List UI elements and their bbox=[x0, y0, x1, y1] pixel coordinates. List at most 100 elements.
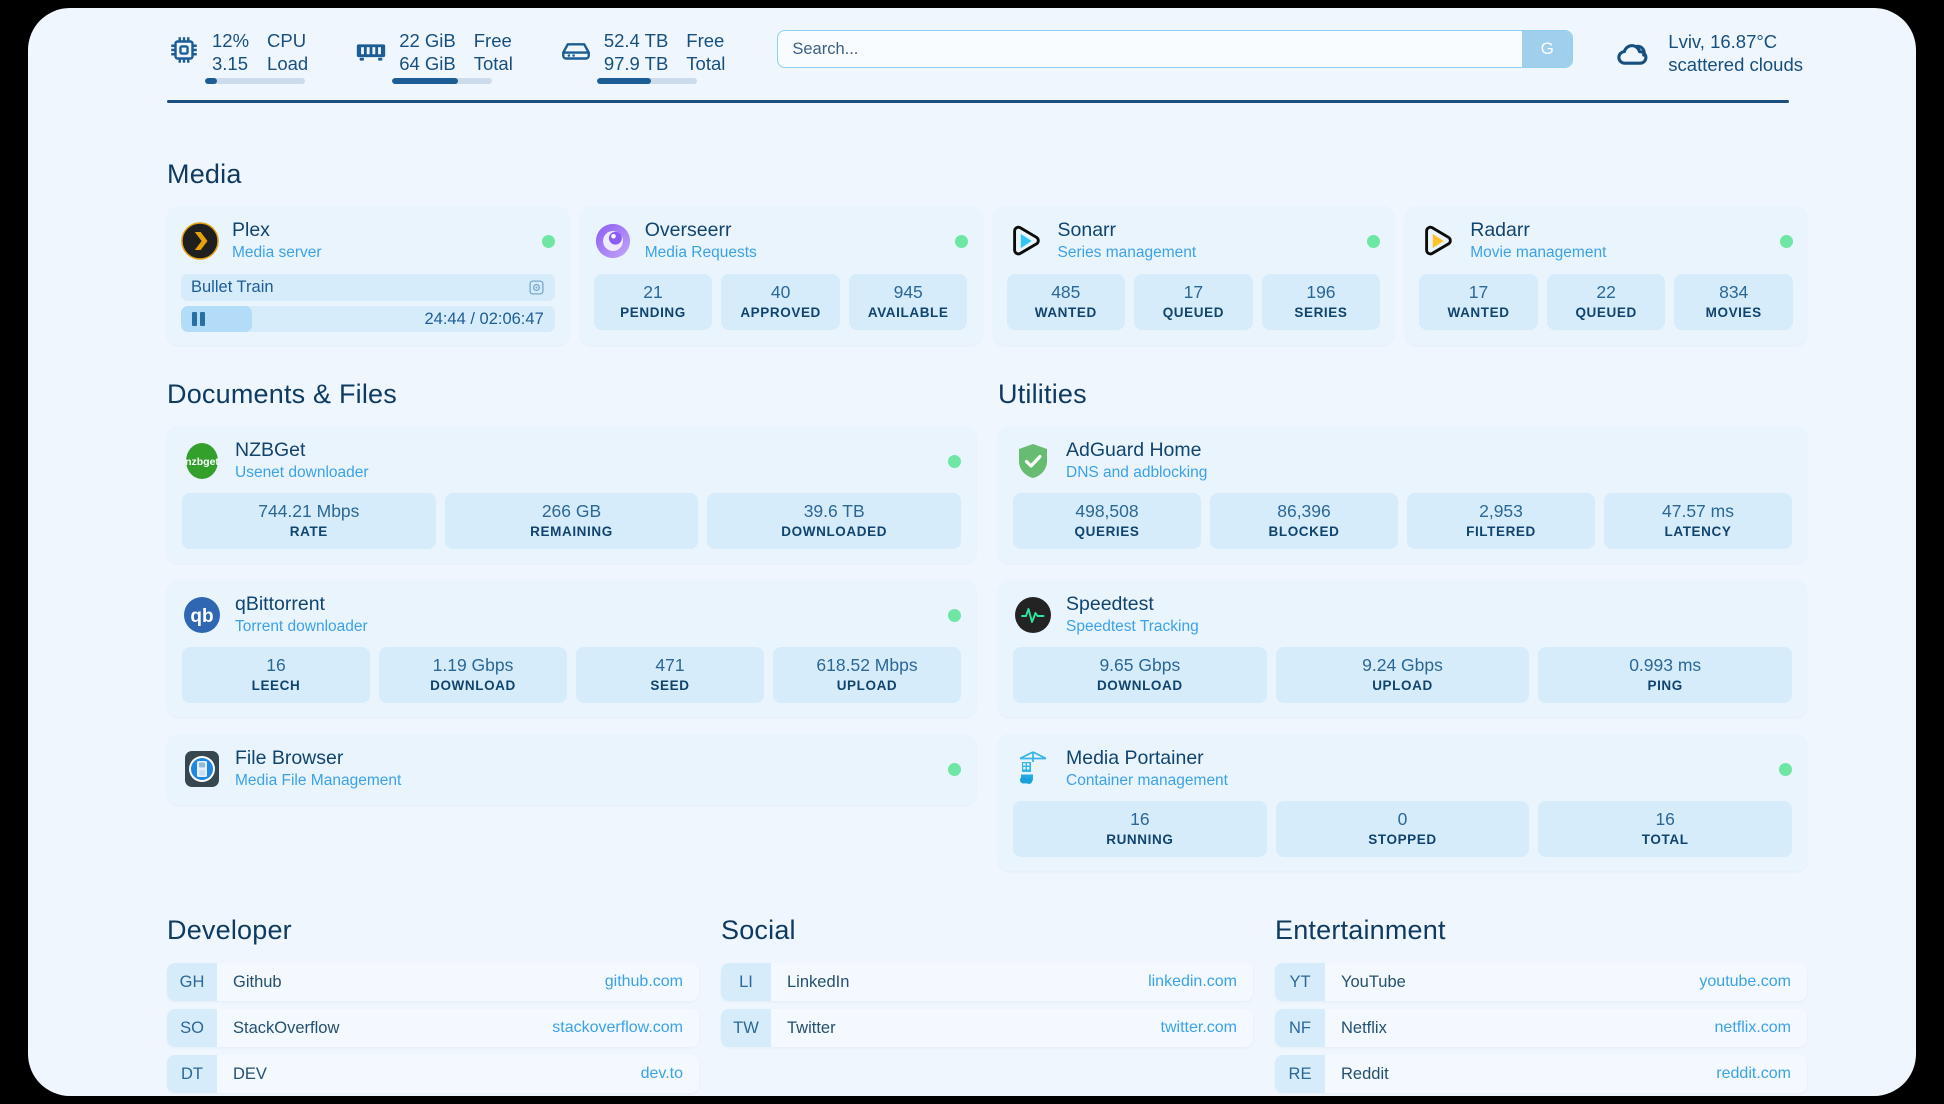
disk-usage-bar bbox=[596, 78, 697, 84]
stat-block[interactable]: 47.57 ms LATENCY bbox=[1604, 493, 1792, 549]
stat-block[interactable]: 945 AVAILABLE bbox=[848, 274, 968, 330]
utilities-section-title: Utilities bbox=[998, 379, 1087, 409]
stat-block[interactable]: 16 LEECH bbox=[182, 647, 370, 703]
disk-icon bbox=[559, 33, 593, 67]
search-submit-button[interactable]: G bbox=[1522, 31, 1573, 67]
service-card-nzbget[interactable]: nzbget NZBGet Usenet downloader 744.21 M… bbox=[167, 426, 976, 563]
search-input[interactable] bbox=[778, 31, 1523, 67]
portainer-subtitle: Container management bbox=[1066, 772, 1228, 789]
speedtest-card-header: Speedtest Speedtest Tracking bbox=[1013, 593, 1792, 637]
pause-icon[interactable] bbox=[192, 312, 205, 326]
memory-total-label: Total bbox=[473, 53, 513, 74]
stat-value: 16 bbox=[266, 655, 286, 675]
stat-value: 39.6 TB bbox=[803, 501, 865, 521]
stat-value: 9.24 Gbps bbox=[1362, 655, 1443, 675]
nzbget-logo-icon: nzbget bbox=[182, 441, 222, 481]
plex-now-playing: Bullet Train 24:44 / 02:06:47 bbox=[181, 274, 555, 332]
service-card-portainer[interactable]: Media Portainer Container management 16 … bbox=[998, 734, 1807, 871]
stat-block[interactable]: 9.24 Gbps UPLOAD bbox=[1275, 647, 1530, 703]
stat-block[interactable]: 1.19 Gbps DOWNLOAD bbox=[379, 647, 567, 703]
bookmark-item-github[interactable]: GH Github github.com bbox=[167, 963, 699, 1001]
stat-block[interactable]: 744.21 Mbps RATE bbox=[182, 493, 436, 549]
disk-free-label: Free bbox=[686, 30, 725, 51]
stat-block[interactable]: 17 QUEUED bbox=[1134, 274, 1253, 330]
disk-total-label: Total bbox=[686, 53, 726, 74]
stat-block[interactable]: 618.52 Mbps UPLOAD bbox=[773, 647, 961, 703]
sonarr-subtitle: Series management bbox=[1057, 244, 1197, 261]
bookmark-item-dev[interactable]: DT DEV dev.to bbox=[167, 1055, 699, 1093]
stat-label: BLOCKED bbox=[1268, 524, 1340, 539]
weather-widget[interactable]: Lviv, 16.87°C scattered clouds bbox=[1613, 30, 1807, 76]
portainer-card-header: Media Portainer Container management bbox=[1013, 747, 1792, 791]
bookmark-item-stackoverflow[interactable]: SO StackOverflow stackoverflow.com bbox=[167, 1009, 699, 1047]
service-card-adguard[interactable]: AdGuard Home DNS and adblocking 498,508 … bbox=[998, 426, 1807, 563]
stat-label: STOPPED bbox=[1368, 832, 1437, 847]
service-card-radarr[interactable]: Radarr Movie management 17 WANTED 22 QUE… bbox=[1405, 206, 1807, 345]
service-card-overseerr[interactable]: Overseerr Media Requests 21 PENDING 40 A… bbox=[579, 206, 982, 345]
qbittorrent-status-dot bbox=[948, 608, 961, 622]
stat-value: 9.65 Gbps bbox=[1099, 655, 1181, 675]
plex-card-text: Plex Media server bbox=[232, 219, 529, 263]
memory-free-value: 22 GiB bbox=[399, 30, 456, 51]
resource-widget-disk[interactable]: 52.4 TB 97.9 TB Free Total bbox=[559, 30, 726, 84]
stat-block[interactable]: 485 WANTED bbox=[1006, 274, 1126, 330]
stat-block[interactable]: 40 APPROVED bbox=[721, 274, 840, 330]
stat-value: 17 bbox=[1183, 282, 1204, 302]
documents-utilities-row: Documents & Files nzbget NZBGet Usenet d… bbox=[167, 379, 1807, 871]
stat-block[interactable]: 2,953 FILTERED bbox=[1407, 493, 1595, 549]
stat-block[interactable]: 0.993 ms PING bbox=[1538, 647, 1793, 703]
stat-block[interactable]: 21 PENDING bbox=[593, 274, 713, 330]
stat-block[interactable]: 498,508 QUERIES bbox=[1013, 493, 1201, 549]
stat-block[interactable]: 16 RUNNING bbox=[1013, 801, 1267, 857]
bookmark-name: YouTube bbox=[1341, 972, 1406, 991]
memory-total-value: 64 GiB bbox=[399, 53, 456, 74]
service-card-plex[interactable]: Plex Media server Bullet Train bbox=[167, 206, 569, 345]
stat-block[interactable]: 39.6 TB DOWNLOADED bbox=[707, 493, 962, 549]
header-divider bbox=[167, 100, 1789, 103]
bookmark-abbr: NF bbox=[1275, 1009, 1325, 1047]
stat-label: AVAILABLE bbox=[867, 305, 949, 320]
bookmark-abbr: TW bbox=[721, 1009, 771, 1047]
bookmark-item-reddit[interactable]: RE Reddit reddit.com bbox=[1275, 1055, 1807, 1093]
radarr-stats: 17 WANTED 22 QUEUED 834 MOVIES bbox=[1419, 274, 1793, 330]
cpu-load-value: 3.15 bbox=[212, 53, 249, 74]
filebrowser-subtitle: Media File Management bbox=[235, 772, 402, 789]
service-card-speedtest[interactable]: Speedtest Speedtest Tracking 9.65 Gbps D… bbox=[998, 580, 1807, 717]
disk-free-value: 52.4 TB bbox=[603, 30, 669, 51]
bookmark-url: dev.to bbox=[640, 1065, 683, 1082]
plex-progress-bar[interactable]: 24:44 / 02:06:47 bbox=[181, 306, 555, 332]
speedtest-card-text: Speedtest Speedtest Tracking bbox=[1066, 593, 1792, 637]
resource-widget-cpu[interactable]: 12% 3.15 CPU Load bbox=[167, 30, 308, 84]
stat-block[interactable]: 22 QUEUED bbox=[1546, 274, 1666, 330]
qbittorrent-name: qBittorrent bbox=[235, 593, 325, 615]
qbittorrent-stats: 16 LEECH 1.19 Gbps DOWNLOAD 471 SEED 6 bbox=[182, 647, 961, 703]
adguard-name: AdGuard Home bbox=[1066, 439, 1202, 461]
bookmark-item-youtube[interactable]: YT YouTube youtube.com bbox=[1275, 963, 1807, 1001]
cast-icon[interactable] bbox=[528, 279, 545, 296]
stat-block[interactable]: 196 SERIES bbox=[1261, 274, 1381, 330]
plex-name: Plex bbox=[232, 219, 270, 241]
search-box[interactable]: G bbox=[777, 30, 1574, 68]
resource-widget-memory[interactable]: 22 GiB 64 GiB Free Total bbox=[354, 30, 513, 84]
service-card-qbittorrent[interactable]: qb qBittorrent Torrent downloader 16 LEE… bbox=[167, 580, 976, 717]
stat-block[interactable]: 16 TOTAL bbox=[1538, 801, 1793, 857]
service-card-sonarr[interactable]: Sonarr Series management 485 WANTED 17 Q… bbox=[992, 206, 1395, 345]
stat-label: FILTERED bbox=[1466, 524, 1536, 539]
service-card-filebrowser[interactable]: File Browser Media File Management bbox=[167, 734, 976, 805]
stat-block[interactable]: 834 MOVIES bbox=[1674, 274, 1793, 330]
stat-block[interactable]: 9.65 Gbps DOWNLOAD bbox=[1013, 647, 1267, 703]
bookmark-item-linkedin[interactable]: LI LinkedIn linkedin.com bbox=[721, 963, 1253, 1001]
stat-block[interactable]: 0 STOPPED bbox=[1275, 801, 1530, 857]
stat-label: SEED bbox=[650, 678, 690, 693]
bookmark-item-twitter[interactable]: TW Twitter twitter.com bbox=[721, 1009, 1253, 1047]
bookmark-url: youtube.com bbox=[1699, 973, 1791, 990]
bookmark-item-netflix[interactable]: NF Netflix netflix.com bbox=[1275, 1009, 1807, 1047]
stat-value: 40 bbox=[770, 282, 791, 302]
bookmark-name: Github bbox=[233, 972, 282, 991]
adguard-card-header: AdGuard Home DNS and adblocking bbox=[1013, 439, 1792, 483]
stat-block[interactable]: 17 WANTED bbox=[1419, 274, 1538, 330]
stat-block[interactable]: 471 SEED bbox=[576, 647, 764, 703]
portainer-stats: 16 RUNNING 0 STOPPED 16 TOTAL bbox=[1013, 801, 1793, 857]
stat-block[interactable]: 86,396 BLOCKED bbox=[1210, 493, 1398, 549]
stat-block[interactable]: 266 GB REMAINING bbox=[444, 493, 699, 549]
